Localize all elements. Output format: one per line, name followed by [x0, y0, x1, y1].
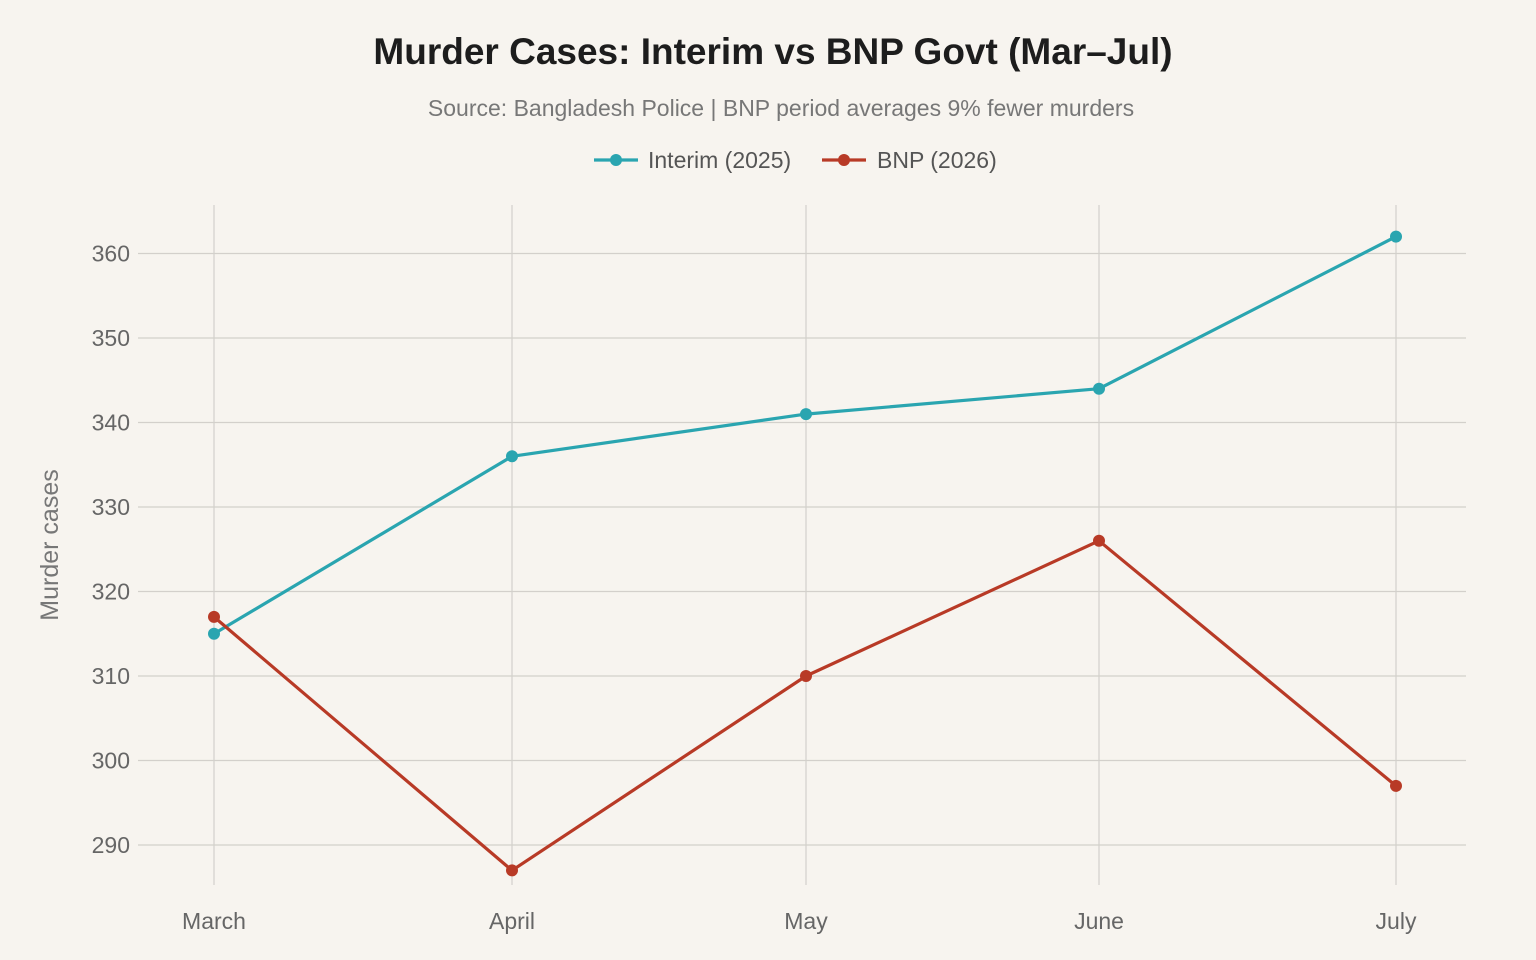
x-tick-label: April	[489, 908, 535, 934]
x-tick-label: July	[1376, 908, 1417, 934]
x-tick-label: March	[182, 908, 246, 934]
data-point	[208, 627, 220, 640]
y-tick-label: 340	[92, 410, 130, 436]
data-point	[506, 864, 518, 877]
y-tick-label: 300	[92, 748, 130, 774]
y-axis: 290 300 310 320 330 340 350 360	[92, 241, 130, 859]
y-axis-label: Murder cases	[36, 469, 64, 620]
y-tick-label: 360	[92, 241, 130, 267]
y-tick-label: 310	[92, 663, 130, 689]
legend-item: Interim (2025)	[594, 147, 791, 173]
y-tick-label: 320	[92, 579, 130, 605]
legend-swatch-marker	[838, 154, 850, 166]
y-tick-label: 290	[92, 832, 130, 858]
series-line	[212, 539, 1398, 873]
data-point	[800, 670, 812, 682]
data-point	[800, 408, 812, 421]
x-tick-label: May	[784, 908, 828, 934]
data-point	[1093, 382, 1105, 395]
legend-label: Interim (2025)	[648, 147, 791, 173]
data-point	[506, 450, 518, 463]
series-1	[208, 230, 1402, 640]
chart-subtitle: Source: Bangladesh Police | BNP period a…	[428, 95, 1134, 121]
y-tick-label: 330	[92, 494, 130, 520]
grid	[138, 205, 1466, 885]
data-point	[208, 610, 220, 623]
data-point	[1093, 534, 1105, 547]
legend-label: BNP (2026)	[877, 147, 997, 173]
x-tick-label: June	[1074, 908, 1124, 934]
data-point	[1390, 230, 1402, 243]
legend-item: BNP (2026)	[822, 147, 997, 173]
y-tick-label: 350	[92, 325, 130, 351]
series-line	[212, 235, 1398, 636]
series-2	[208, 534, 1402, 877]
legend-swatch-marker	[610, 154, 622, 166]
chart-title: Murder Cases: Interim vs BNP Govt (Mar–J…	[373, 31, 1172, 72]
data-point	[1390, 779, 1402, 792]
legend: Interim (2025) BNP (2026)	[594, 147, 997, 173]
x-axis: March April May June July	[182, 908, 1417, 934]
series-layer	[208, 230, 1402, 877]
